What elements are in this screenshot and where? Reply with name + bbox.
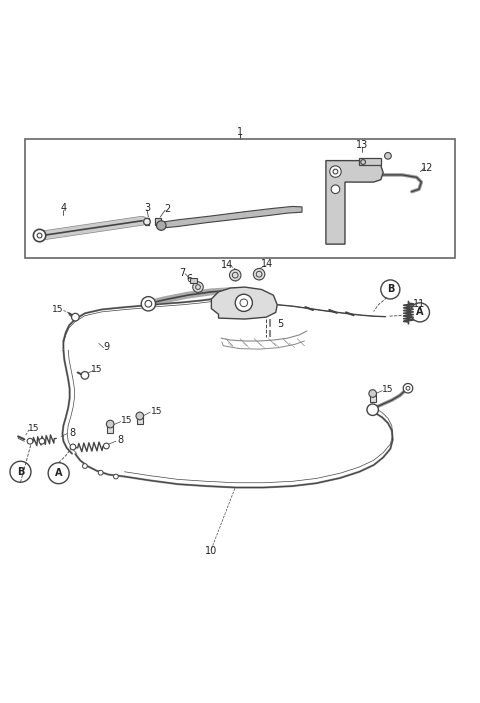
Circle shape <box>83 464 87 468</box>
Circle shape <box>114 474 118 479</box>
Text: 15: 15 <box>28 425 39 433</box>
Circle shape <box>369 389 376 397</box>
Bar <box>191 278 197 283</box>
Text: 4: 4 <box>60 203 67 213</box>
Bar <box>370 394 375 401</box>
Text: 15: 15 <box>91 365 103 374</box>
Text: 7: 7 <box>180 268 186 278</box>
Text: A: A <box>55 468 62 478</box>
Circle shape <box>141 297 156 311</box>
Bar <box>108 425 113 432</box>
Text: 10: 10 <box>205 546 217 556</box>
Circle shape <box>81 372 89 379</box>
Text: 12: 12 <box>421 163 434 173</box>
Text: 15: 15 <box>382 385 394 394</box>
Circle shape <box>72 314 79 321</box>
Text: 13: 13 <box>356 141 368 150</box>
Circle shape <box>136 412 144 420</box>
Circle shape <box>253 269 265 280</box>
Circle shape <box>70 444 76 450</box>
Circle shape <box>34 229 46 242</box>
Text: 15: 15 <box>121 416 132 425</box>
Circle shape <box>98 470 103 475</box>
Text: 11: 11 <box>413 299 426 309</box>
Circle shape <box>193 282 203 292</box>
Circle shape <box>144 219 150 225</box>
Text: 8: 8 <box>69 427 75 438</box>
Text: 5: 5 <box>277 319 284 329</box>
Text: B: B <box>386 285 394 295</box>
Circle shape <box>331 185 340 193</box>
Text: B: B <box>17 467 24 477</box>
Bar <box>25 139 455 259</box>
Circle shape <box>27 439 33 444</box>
Bar <box>360 158 381 165</box>
Circle shape <box>229 269 241 281</box>
Text: 3: 3 <box>144 203 150 213</box>
Circle shape <box>367 404 378 415</box>
Text: 15: 15 <box>151 406 162 415</box>
Text: 1: 1 <box>237 127 243 137</box>
Text: 9: 9 <box>103 342 109 352</box>
Circle shape <box>156 221 166 231</box>
Text: A: A <box>416 307 424 317</box>
Bar <box>144 219 149 225</box>
Text: 14: 14 <box>220 259 233 270</box>
Polygon shape <box>159 207 302 228</box>
Bar <box>155 219 161 225</box>
Circle shape <box>39 439 45 444</box>
Text: 8: 8 <box>118 435 124 445</box>
Polygon shape <box>211 287 277 319</box>
Text: 14: 14 <box>261 259 273 269</box>
Circle shape <box>330 166 341 177</box>
Polygon shape <box>326 160 383 244</box>
Circle shape <box>107 420 114 428</box>
Circle shape <box>235 295 252 311</box>
Bar <box>137 416 143 424</box>
Text: 6: 6 <box>187 274 193 285</box>
Text: 2: 2 <box>164 205 170 214</box>
Circle shape <box>403 383 413 393</box>
Text: 15: 15 <box>52 305 63 314</box>
Circle shape <box>104 443 109 449</box>
Circle shape <box>384 153 391 159</box>
